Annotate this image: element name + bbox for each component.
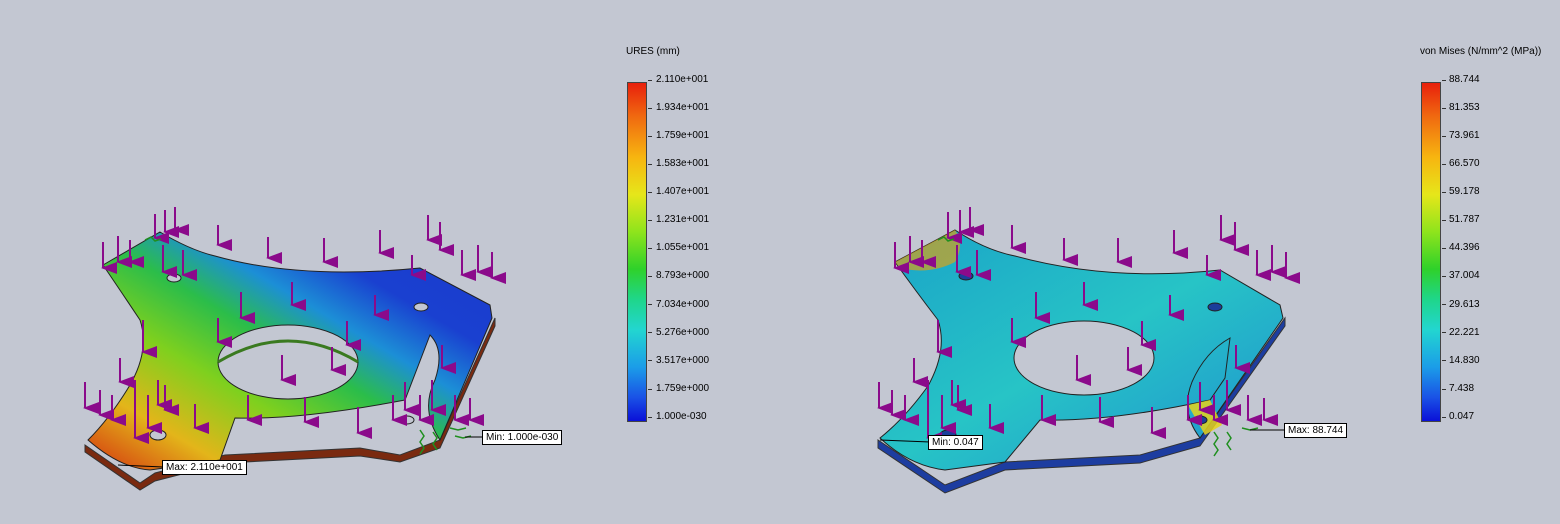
min-callout[interactable]: Min: 0.047 [928, 435, 983, 450]
center-hole [1013, 320, 1155, 396]
bolt-hole [1192, 415, 1208, 425]
legend-tick-label: 1.583e+001 [656, 158, 710, 169]
legend-tick-label: 2.110e+001 [656, 74, 709, 85]
legend-tick-label: 8.793e+000 [656, 270, 710, 281]
max-callout[interactable]: Max: 88.744 [1284, 423, 1348, 438]
legend-tick-label: 29.613 [1449, 299, 1480, 310]
bolt-hole [399, 415, 415, 425]
legend-tick-label: 51.787 [1449, 214, 1480, 225]
legend-tick-label: 1.055e+001 [656, 242, 710, 253]
min-callout[interactable]: Min: 1.000e-030 [482, 430, 563, 445]
legend-colorbar [1421, 82, 1441, 422]
stress-plot-panel: von Mises (N/mm^2 (MPa)) 88.744 81.353 7… [780, 0, 1560, 524]
bolt-hole [958, 271, 974, 281]
legend-tick-label: 1.000e-030 [656, 411, 707, 422]
legend-tick-label: 66.570 [1449, 158, 1480, 169]
legend-title: URES (mm) [626, 46, 680, 57]
legend-tick-label: 37.004 [1449, 270, 1480, 281]
legend-tick-label: 73.961 [1449, 130, 1480, 141]
fixture-symbols [937, 236, 1259, 457]
load-arrows [877, 207, 1300, 444]
load-arrows [83, 207, 506, 444]
legend-tick-label: 81.353 [1449, 102, 1480, 113]
legend-tick-label: 1.759e+001 [656, 130, 710, 141]
legend-colorbar [627, 82, 647, 422]
center-hole [217, 324, 359, 400]
legend-tick-label: 5.276e+000 [656, 327, 710, 338]
fixture-symbols [144, 236, 472, 455]
legend-tick-label: 7.034e+000 [656, 299, 710, 310]
legend-tick-label: 22.221 [1449, 327, 1480, 338]
stress-model-view[interactable] [780, 0, 1560, 524]
legend-tick-label: 44.396 [1449, 242, 1480, 253]
legend-tick-label: 14.830 [1449, 355, 1480, 366]
legend-title: von Mises (N/mm^2 (MPa)) [1420, 46, 1542, 57]
displacement-model-view[interactable] [0, 0, 780, 524]
legend-tick-label: 0.047 [1449, 411, 1475, 422]
bolt-hole [166, 273, 182, 283]
legend-tick-label: 59.178 [1449, 186, 1480, 197]
bolt-hole [413, 302, 429, 312]
legend-tick-label: 1.759e+000 [656, 383, 710, 394]
legend-tick-label: 7.438 [1449, 383, 1475, 394]
legend-tick-label: 1.407e+001 [656, 186, 710, 197]
legend-tick-label: 1.231e+001 [656, 214, 710, 225]
legend-tick-label: 3.517e+000 [656, 355, 710, 366]
max-callout[interactable]: Max: 2.110e+001 [162, 460, 247, 475]
bolt-hole [149, 429, 167, 441]
legend-tick-label: 1.934e+001 [656, 102, 710, 113]
bolt-hole [1207, 302, 1223, 312]
legend-tick-label: 88.744 [1449, 74, 1480, 85]
displacement-plot-panel: URES (mm) 2.110e+001 1.934e+001 1.759e+0… [0, 0, 780, 524]
